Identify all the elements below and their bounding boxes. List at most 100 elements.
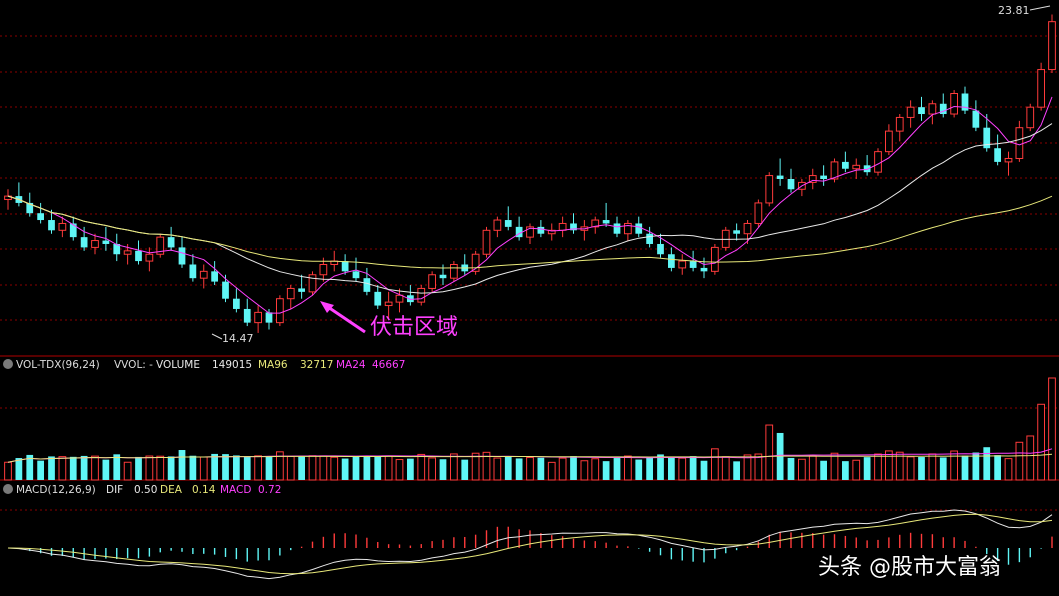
moving-average-lines: [7, 96, 1053, 314]
volume-bar: [199, 456, 208, 481]
volume-panel-toggle-icon[interactable]: [3, 359, 13, 369]
volume-bar: [341, 458, 349, 480]
volume-bar: [102, 459, 110, 480]
volume-bar: [493, 457, 502, 481]
candle-body: [504, 220, 512, 227]
volume-bar: [439, 459, 447, 480]
volume-ma96-line: [7, 453, 1053, 463]
candle-body: [906, 106, 915, 118]
candle-body: [657, 243, 664, 255]
volume-bar: [950, 450, 958, 481]
volume-bar: [1048, 377, 1056, 481]
volume-bar: [602, 461, 610, 480]
volume-bar: [319, 455, 328, 481]
dea-line: [7, 513, 1053, 575]
volume-bar: [1004, 458, 1013, 481]
volume-bar: [994, 455, 1001, 480]
volume-bar: [352, 456, 360, 480]
candle-body: [254, 311, 262, 324]
volume-legend-value: 149015: [212, 359, 252, 371]
volume-bar: [743, 454, 752, 481]
ma96-legend-name: MA96: [258, 359, 288, 371]
dea-legend-value: 0.14: [192, 484, 216, 496]
candle-body: [591, 219, 600, 228]
volume-bar: [298, 456, 305, 480]
volume-bar: [113, 454, 121, 480]
volume-bar: [842, 461, 849, 480]
candle-body: [417, 287, 426, 303]
volume-bar: [972, 452, 980, 480]
candle-body: [950, 93, 958, 115]
volume-legend: VOL-TDX(96,24) VVOL: - VOLUME 149015 MA9…: [3, 359, 405, 371]
candle-body: [48, 220, 55, 231]
ma96-legend-value: 32717: [300, 359, 333, 371]
high-price-label: 23.81: [998, 4, 1030, 17]
volume-bar: [211, 453, 218, 480]
candle-body: [852, 164, 861, 170]
volume-bar: [504, 456, 512, 480]
volume-bar: [363, 456, 371, 480]
candle-body: [668, 254, 675, 268]
candle-body: [558, 222, 567, 231]
candle-body: [199, 270, 208, 279]
candle-body: [439, 274, 447, 279]
annotation-text: 伏击区域: [370, 315, 458, 340]
candle-body: [211, 271, 218, 282]
volume-bar: [26, 454, 34, 480]
volume-bar: [830, 452, 839, 481]
candle-body: [341, 261, 349, 272]
candle-body: [26, 202, 34, 214]
volume-bar: [678, 457, 687, 481]
candle-body: [526, 226, 534, 238]
volume-bar: [156, 455, 165, 481]
volume-bar: [733, 461, 740, 480]
volume-bar: [178, 450, 186, 480]
volume-bar: [526, 457, 534, 481]
candle-body: [286, 287, 295, 300]
volume-bar: [558, 457, 567, 481]
volume-bar: [167, 456, 175, 480]
macd-panel-toggle-icon[interactable]: [3, 484, 13, 494]
dif-line: [7, 509, 1053, 580]
candle-body: [135, 250, 142, 262]
volume-bar: [711, 448, 719, 481]
candle-body: [547, 229, 556, 235]
candle-body: [265, 312, 273, 323]
annotation-arrow: [324, 303, 366, 334]
candle-body: [808, 175, 817, 183]
candle-body: [961, 93, 969, 111]
candle-body: [395, 294, 404, 303]
volume-bar: [374, 455, 382, 480]
candle-body: [58, 222, 67, 231]
candle-body: [80, 237, 88, 248]
candle-body: [776, 175, 784, 179]
candle-body: [983, 127, 991, 149]
candle-body: [69, 223, 77, 238]
volume-bar: [265, 456, 273, 480]
volume-bar: [1037, 403, 1045, 481]
candle-body: [363, 278, 371, 292]
candle-body: [1048, 21, 1056, 71]
candle-body: [428, 274, 436, 289]
candle-body: [384, 301, 393, 307]
ma-short-line: [7, 96, 1053, 314]
volume-bar: [471, 452, 480, 481]
candle-body: [276, 298, 284, 324]
volume-bar: [820, 460, 827, 480]
dea-legend-name: DEA: [160, 484, 183, 496]
dif-legend-value: 0.50: [134, 484, 157, 496]
candle-body: [167, 237, 175, 248]
candle-body: [471, 253, 480, 272]
volume-bar: [395, 459, 404, 481]
ma24-legend-value: 46667: [372, 359, 405, 371]
vvol-label: VVOL: -: [114, 359, 153, 371]
volume-bar: [928, 453, 937, 481]
volume-bar: [135, 456, 142, 480]
volume-bar: [515, 458, 523, 480]
candle-body: [721, 229, 730, 248]
volume-bar: [668, 456, 675, 480]
candle-body: [700, 267, 708, 272]
volume-bar: [689, 456, 697, 480]
candle-body: [874, 151, 882, 173]
